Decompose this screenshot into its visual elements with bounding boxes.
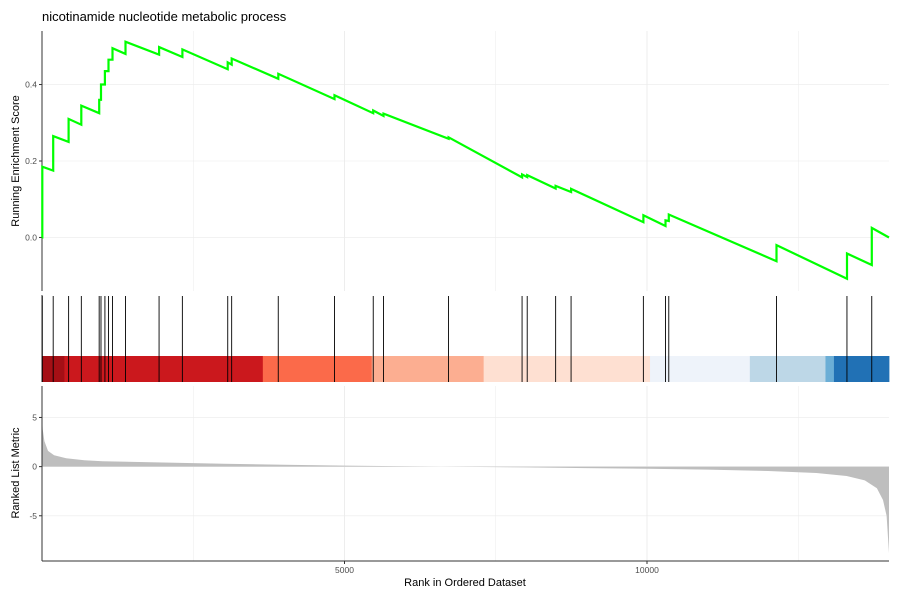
enrichment-gridlines <box>42 31 889 291</box>
ranked-y-axis-label: Ranked List Metric <box>10 427 22 519</box>
ranked-gridlines <box>42 386 889 561</box>
chart-title: nicotinamide nucleotide metabolic proces… <box>42 9 287 24</box>
enrichment-y-tick-label: 0.0 <box>25 232 37 242</box>
ranked-y-tick-label: 5 <box>32 412 37 422</box>
x-tick-label: 10000 <box>635 565 659 575</box>
heatmap-segment <box>64 356 264 382</box>
ranked-metric-area <box>42 415 889 554</box>
enrichment-y-tick-label: 0.4 <box>25 80 37 90</box>
hits-panel <box>41 295 890 382</box>
heatmap-segment <box>833 356 890 382</box>
x-axis-ticks: 5000 10000 <box>335 561 659 575</box>
heatmap-segment <box>650 356 751 382</box>
heatmap-segment <box>825 356 835 382</box>
enrichment-y-axis-label: Running Enrichment Score <box>10 95 22 226</box>
heatmap-segment <box>371 356 485 382</box>
ranked-panel: -5 0 5 5000 10000 Ranked List Metric Rank i… <box>10 386 889 589</box>
x-tick-label: 5000 <box>335 565 354 575</box>
gene-hit-marks <box>41 296 873 382</box>
x-axis-label: Rank in Ordered Dataset <box>404 577 526 589</box>
heatmap-segment <box>749 356 826 382</box>
ranked-y-axis: -5 0 5 <box>29 412 42 521</box>
running-enrichment-score-line <box>41 40 890 281</box>
heatmap-segment <box>483 356 651 382</box>
enrichment-y-tick-label: 0.2 <box>25 156 37 166</box>
rank-heatmap-bar <box>42 356 890 382</box>
ranked-y-tick-label: -5 <box>29 511 37 521</box>
enrichment-panel: 0.0 0.2 0.4 Running Enrichment Score <box>10 31 890 291</box>
heatmap-segment <box>262 356 373 382</box>
enrichment-y-axis: 0.0 0.2 0.4 <box>25 80 42 242</box>
ranked-y-tick-label: 0 <box>32 462 37 472</box>
